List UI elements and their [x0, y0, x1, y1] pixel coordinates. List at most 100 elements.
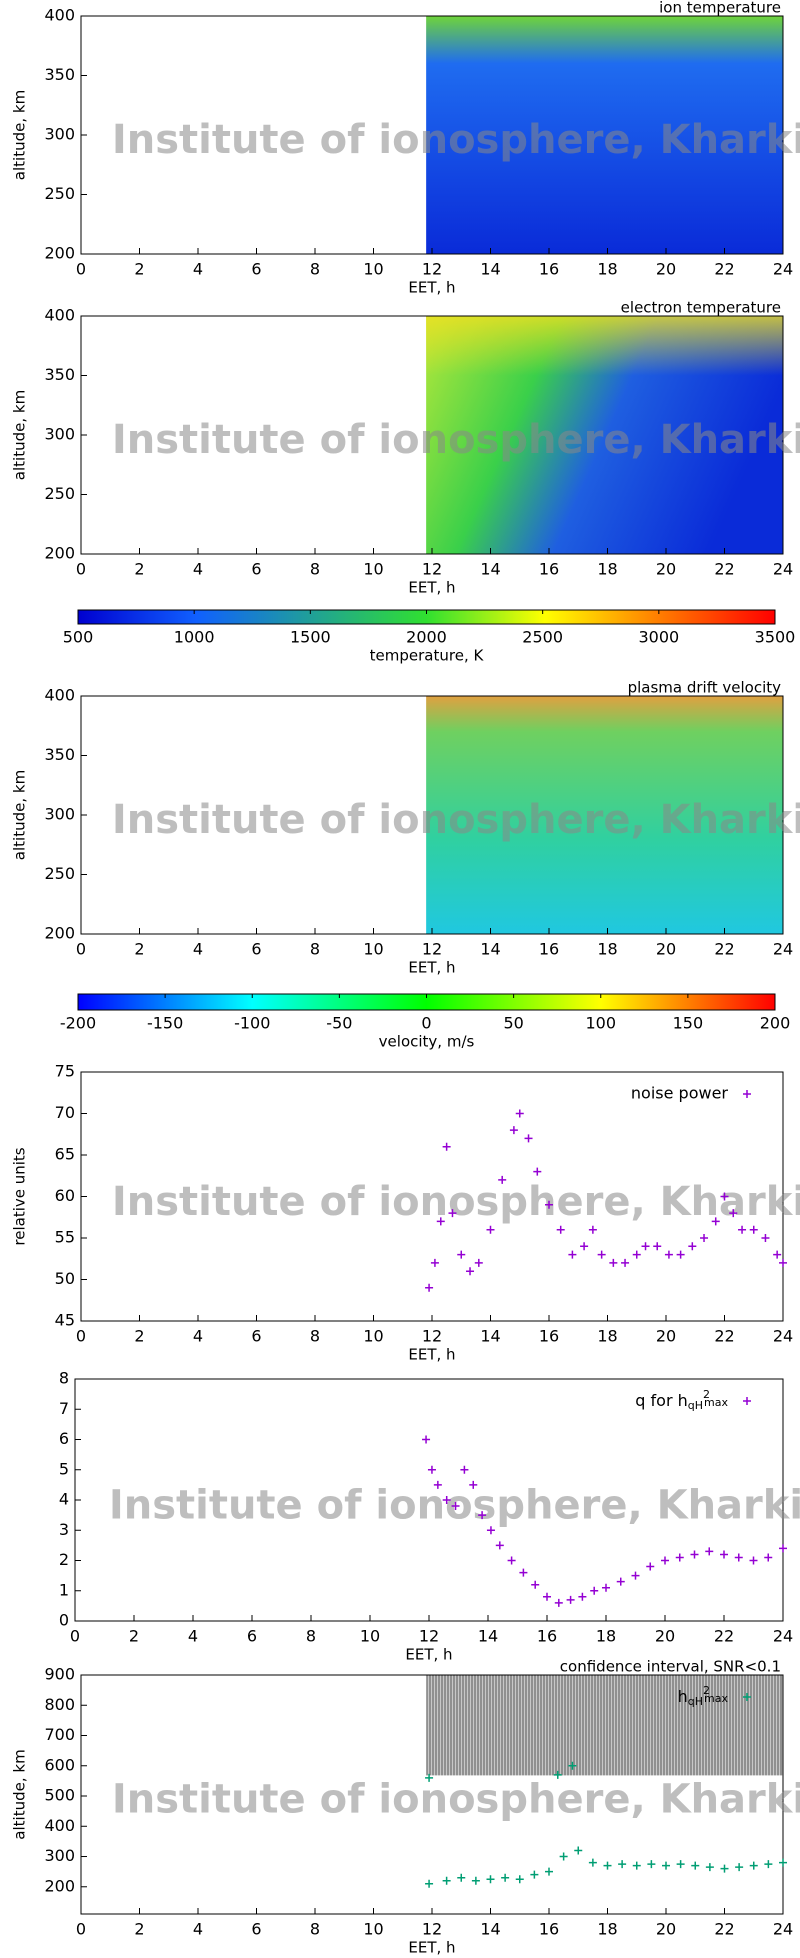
- x-tick-label: 24: [773, 940, 793, 959]
- x-tick-label: 16: [539, 1920, 559, 1939]
- x-tick-label: 16: [539, 560, 559, 579]
- data-point: [460, 1465, 469, 1474]
- x-tick-label: 8: [306, 1627, 316, 1646]
- x-tick-label: 0: [76, 1327, 86, 1346]
- x-tick-label: -200: [60, 1014, 96, 1033]
- x-tick-label: 18: [597, 260, 617, 279]
- y-tick-label: 70: [55, 1103, 75, 1122]
- data-point: [779, 1258, 787, 1267]
- panel-title: ion temperature: [659, 0, 781, 17]
- y-axis-label: altitude, km: [11, 390, 29, 480]
- watermark: Institute of ionosphere, Kharkiv: [112, 1179, 800, 1225]
- x-tick-label: 500: [63, 628, 94, 647]
- data-point: [427, 1465, 436, 1474]
- y-tick-label: 45: [55, 1311, 75, 1330]
- data-point: [442, 1142, 451, 1151]
- x-tick-label: 10: [360, 1627, 380, 1646]
- data-point: [616, 1577, 625, 1586]
- y-tick-label: 200: [44, 924, 75, 943]
- x-tick-label: 12: [422, 1920, 442, 1939]
- x-tick-label: 14: [480, 1920, 500, 1939]
- data-point: [641, 1242, 650, 1251]
- data-point: [471, 1876, 480, 1885]
- x-tick-label: 6: [251, 940, 261, 959]
- x-tick-label: 14: [480, 560, 500, 579]
- data-point: [646, 1562, 655, 1571]
- data-point: [574, 1846, 583, 1855]
- y-tick-label: 8: [59, 1369, 69, 1388]
- data-point: [498, 1175, 507, 1184]
- y-tick-label: 55: [55, 1228, 75, 1247]
- y-axis-label: relative units: [11, 1147, 29, 1245]
- legend-marker: [743, 1090, 751, 1098]
- watermark: Institute of ionosphere, Kharkiv: [112, 417, 800, 463]
- legend-part: qH: [688, 1695, 703, 1708]
- watermark: Institute of ionosphere, Kharkiv: [112, 117, 800, 163]
- legend-part: qH: [688, 1399, 703, 1412]
- x-tick-label: 14: [480, 940, 500, 959]
- x-tick-label: 2500: [522, 628, 563, 647]
- x-tick-label: 12: [419, 1627, 439, 1646]
- y-axis-label: altitude, km: [11, 770, 29, 860]
- x-tick-label: 0: [76, 1920, 86, 1939]
- y-tick-label: 5: [59, 1459, 69, 1478]
- x-tick-label: 12: [422, 560, 442, 579]
- x-tick-label: 8: [310, 1327, 320, 1346]
- y-tick-label: 900: [44, 1665, 75, 1684]
- legend-marker: [743, 1693, 751, 1701]
- y-tick-label: 500: [44, 1786, 75, 1805]
- x-tick-label: 6: [251, 1327, 261, 1346]
- data-point: [588, 1858, 597, 1867]
- x-tick-label: 2: [129, 1627, 139, 1646]
- x-tick-label: 10: [363, 1920, 383, 1939]
- y-tick-label: 300: [44, 425, 75, 444]
- y-tick-label: 400: [44, 306, 75, 325]
- data-point: [779, 1544, 787, 1553]
- x-tick-label: 1000: [174, 628, 215, 647]
- x-tick-label: 0: [76, 940, 86, 959]
- x-axis-label: EET, h: [408, 1939, 455, 1957]
- data-point: [486, 1526, 495, 1535]
- data-point: [486, 1225, 495, 1234]
- legend-marker: [743, 1397, 751, 1405]
- x-tick-label: 0: [421, 1014, 431, 1033]
- data-point: [580, 1242, 589, 1251]
- legend-label: hqH2 max: [678, 1684, 729, 1708]
- data-point: [662, 1861, 670, 1870]
- y-tick-label: 350: [44, 745, 75, 764]
- data-point: [720, 1864, 729, 1873]
- y-tick-label: 65: [55, 1145, 75, 1164]
- data-point: [779, 1858, 787, 1867]
- data-point: [661, 1556, 669, 1565]
- data-point: [690, 1550, 699, 1559]
- y-axis-label: altitude, km: [11, 90, 29, 180]
- x-tick-label: 14: [478, 1627, 498, 1646]
- y-tick-label: 6: [59, 1429, 69, 1448]
- data-point: [425, 1773, 434, 1782]
- data-point: [507, 1556, 516, 1565]
- x-tick-label: 2: [134, 260, 144, 279]
- x-tick-label: 8: [310, 260, 320, 279]
- data-point: [602, 1583, 610, 1592]
- x-tick-label: 4: [193, 560, 203, 579]
- x-tick-label: 1500: [290, 628, 331, 647]
- x-tick-label: 6: [251, 1920, 261, 1939]
- y-tick-label: 0: [59, 1611, 69, 1630]
- data-point: [621, 1258, 630, 1267]
- x-tick-label: 3500: [755, 628, 796, 647]
- y-tick-label: 250: [44, 484, 75, 503]
- y-tick-label: 300: [44, 125, 75, 144]
- legend-part: h: [678, 1687, 688, 1706]
- x-tick-label: 10: [363, 560, 383, 579]
- data-point: [632, 1861, 641, 1870]
- data-point: [554, 1598, 563, 1607]
- heatmap-top: [426, 316, 783, 554]
- y-tick-label: 200: [44, 544, 75, 563]
- x-tick-label: 0: [76, 260, 86, 279]
- legend-part: max: [704, 1396, 728, 1409]
- x-tick-label: 2: [134, 1920, 144, 1939]
- x-tick-label: 22: [714, 560, 734, 579]
- legend-part: q for h: [635, 1391, 687, 1410]
- y-tick-label: 3: [59, 1520, 69, 1539]
- data-point: [632, 1250, 641, 1259]
